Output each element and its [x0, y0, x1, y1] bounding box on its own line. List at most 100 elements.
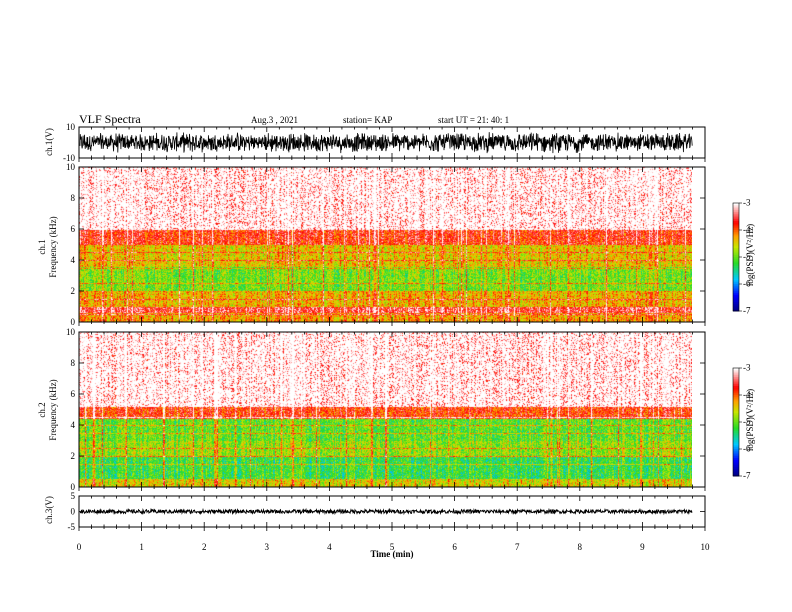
colorbar-swatch [733, 237, 739, 240]
colorbar-swatch [733, 413, 739, 416]
colorbar-swatch [733, 378, 739, 382]
colorbar-swatch [733, 226, 739, 229]
colorbar-swatch [733, 267, 739, 271]
colorbar-swatch [733, 472, 739, 475]
colorbar1-label: log(PSD)(V²/Hz) [745, 224, 755, 286]
colorbar-swatch [733, 228, 739, 231]
station-label: station= KAP [343, 115, 392, 125]
colorbar-swatch [733, 414, 739, 418]
colorbar-tick-label: -5 [743, 252, 751, 262]
colorbar-swatch [733, 427, 739, 430]
y-ticks: 0 2 4 6 8 10 [66, 327, 705, 492]
ch2-spectrogram-panel: 0 2 4 6 8 10 [66, 327, 706, 492]
colorbar-swatch [733, 387, 739, 391]
ch1-waveform-line [79, 132, 693, 154]
colorbar-swatch [733, 398, 739, 401]
colorbar-swatch [733, 215, 739, 218]
colorbar-swatch [733, 423, 739, 427]
ch1-colorbar: -3 -4 -5 -6 -7 [732, 198, 751, 316]
y-ticks: 10 -10 [63, 122, 705, 163]
colorbar-swatch [733, 294, 739, 298]
ch3-ylabel: ch.3(V) [44, 496, 54, 524]
colorbar-swatch [733, 380, 739, 383]
colorbar-swatch [733, 432, 739, 436]
y-tick-label: 6 [71, 389, 76, 399]
colorbar-swatch [733, 246, 739, 249]
x-ticks [78, 332, 706, 491]
colorbar-swatch [733, 249, 739, 253]
y-tick-label: -10 [63, 153, 75, 163]
x-tick-label: 2 [202, 542, 207, 552]
colorbar-swatch [733, 459, 739, 463]
start-time-label: start UT = 21: 40: 1 [438, 115, 509, 125]
y-tick-label: 8 [71, 193, 76, 203]
colorbar-swatch [733, 285, 739, 289]
colorbar-swatch [733, 375, 739, 378]
colorbar-swatch [733, 273, 739, 276]
colorbar-swatch [733, 242, 739, 245]
colorbar-swatch [733, 454, 739, 457]
colorbar-swatch [733, 275, 739, 278]
date-label: Aug.3 , 2021 [251, 115, 298, 125]
colorbar-swatch [733, 213, 739, 217]
colorbar-swatch [733, 461, 739, 464]
colorbar-swatch [733, 203, 739, 206]
colorbar-swatch [733, 248, 739, 251]
colorbar-swatch [733, 440, 739, 443]
colorbar-swatch [733, 396, 739, 400]
colorbar-swatch [733, 371, 739, 374]
colorbar-swatch [733, 219, 739, 222]
colorbar-swatch [733, 393, 739, 396]
colorbar-swatch [733, 233, 739, 236]
colorbar-swatch [733, 431, 739, 434]
colorbar-swatch [733, 271, 739, 274]
ch2-spec-ylabel-line2: Frequency (kHz) [48, 379, 58, 440]
colorbar-swatch [733, 266, 739, 269]
colorbar-swatch [733, 402, 739, 405]
colorbar-swatch [733, 204, 739, 208]
colorbar-swatch [733, 386, 739, 389]
colorbar-swatch [733, 284, 739, 287]
colorbar-swatch [733, 411, 739, 414]
colorbar-swatch [733, 291, 739, 294]
ch1-spec-ylabel-line2: Frequency (kHz) [48, 216, 58, 277]
colorbar-swatch [733, 422, 739, 425]
ch2-spectrogram-image [79, 332, 692, 487]
y-tick-label: 5 [71, 491, 76, 501]
colorbar-swatch [733, 257, 739, 260]
colorbar-swatch [733, 255, 739, 258]
colorbar-swatch [733, 418, 739, 421]
colorbar-swatch [733, 447, 739, 450]
x-tick-label: 3 [265, 542, 270, 552]
colorbar-swatch [733, 230, 739, 233]
colorbar-swatch [733, 282, 739, 285]
colorbar-swatch [733, 212, 739, 215]
colorbar-swatch [733, 307, 739, 310]
colorbar-swatch [733, 287, 739, 290]
colorbar-swatch [733, 436, 739, 439]
ch1-waveform-panel: 10 -10 [63, 122, 706, 163]
colorbar-swatch [733, 377, 739, 380]
y-tick-label: 8 [71, 358, 76, 368]
colorbar-swatch [733, 474, 739, 477]
colorbar-swatch [733, 405, 739, 409]
y-tick-label: 10 [66, 327, 76, 337]
ch2-colorbar: -3 -4 -5 -6 -7 [732, 363, 751, 481]
colorbar-swatch [733, 293, 739, 296]
colorbar-swatch [733, 449, 739, 452]
ch1-ylabel: ch.1(V) [44, 128, 54, 156]
colorbar-tick-label: -3 [743, 363, 751, 373]
x-tick-label: 6 [452, 542, 457, 552]
colorbar-swatch [733, 305, 739, 308]
colorbar-swatch [733, 253, 739, 256]
colorbar-swatch [733, 222, 739, 226]
colorbar-swatch [733, 251, 739, 254]
colorbar-tick-label: -4 [743, 390, 751, 400]
colorbar-swatch [733, 416, 739, 419]
ch1-spectrogram-panel: 0 2 4 6 8 10 [66, 162, 706, 327]
colorbar-swatch [733, 240, 739, 244]
colorbar-swatch [733, 395, 739, 398]
colorbar-swatch [733, 465, 739, 468]
y-ticks: 5 0 -5 [68, 491, 705, 532]
